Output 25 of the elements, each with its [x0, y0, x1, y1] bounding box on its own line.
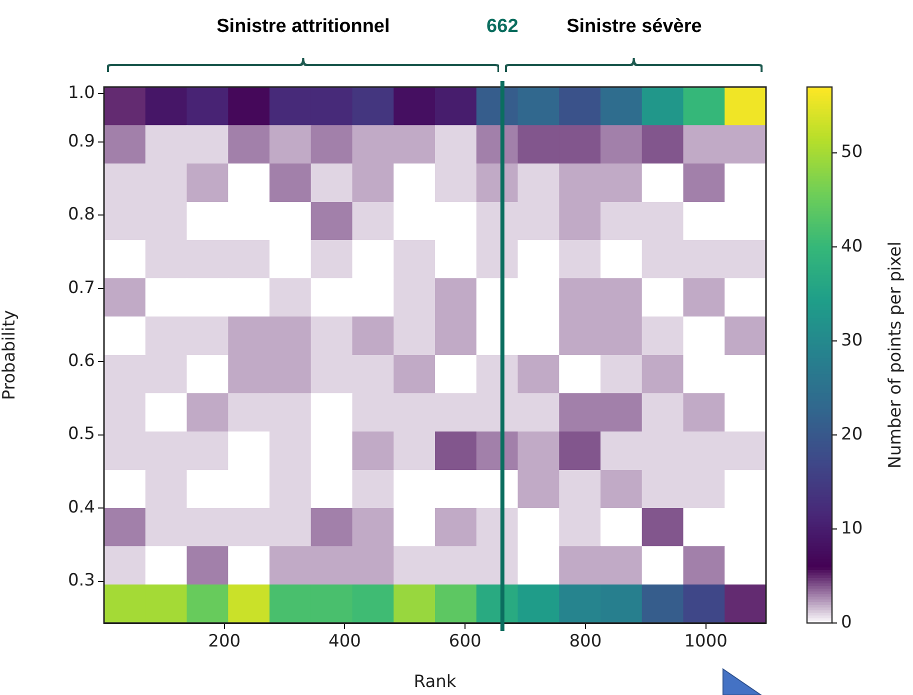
x-tick-label: 600	[448, 632, 482, 652]
color-bar-label: 20	[841, 424, 863, 444]
y-tick-label: 0.5	[68, 424, 95, 444]
y-tick-label: 0.8	[68, 204, 95, 225]
y-tick-label: 0.3	[68, 570, 95, 591]
y-tick-label: 0.9	[68, 131, 95, 152]
color-bar-label: 30	[841, 330, 863, 350]
x-tick-label: 1000	[684, 632, 728, 652]
color-bar-title: Number of points per pixel	[885, 242, 906, 468]
color-bar-label: 50	[841, 142, 863, 162]
y-tick-label: 0.4	[68, 497, 95, 518]
y-tick-label: 1.0	[68, 83, 95, 104]
y-tick-label: 0.7	[68, 278, 95, 298]
x-tick-label: 400	[328, 632, 361, 652]
text: Sinistre sévère	[566, 16, 702, 38]
ref-line-label: 662	[486, 16, 518, 38]
color-bar-label: 40	[841, 236, 863, 256]
y-axis-title: Probability	[0, 310, 20, 400]
text: Sinistre attritionnel	[216, 16, 390, 38]
x-tick-label: 200	[208, 632, 241, 652]
color-bar-label: 0	[841, 612, 852, 632]
x-axis-title: Rank	[414, 672, 456, 692]
y-tick-label: 0.6	[68, 351, 95, 372]
color-bar-label: 10	[841, 518, 863, 538]
x-tick-label: 800	[569, 632, 602, 652]
